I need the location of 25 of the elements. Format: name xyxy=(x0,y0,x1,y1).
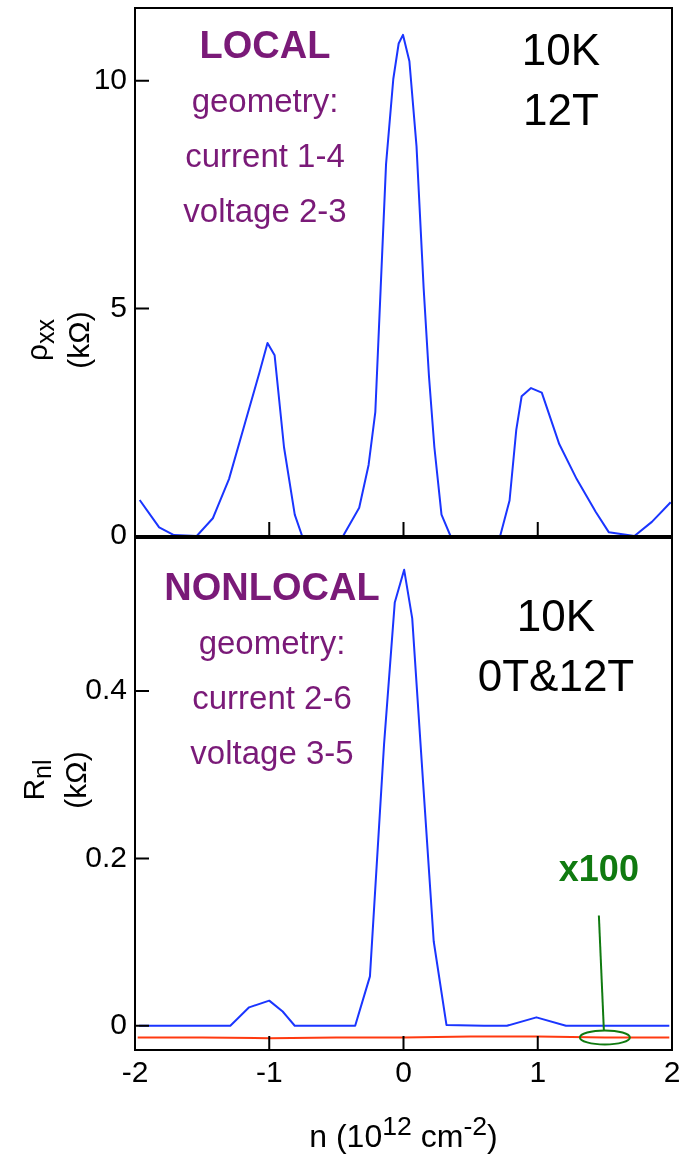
x-axis-title: n (10$^{12}$ cm$^{-2}$) xyxy=(308,1111,499,1155)
annotation: 10K xyxy=(520,24,602,76)
annotation: current 2-6 xyxy=(192,679,352,716)
annotation: current 1-4 xyxy=(184,136,346,176)
annotation: 10K xyxy=(515,590,597,642)
x-tick-label: -2 xyxy=(121,1055,149,1089)
y-tick-label: 0.2 xyxy=(85,839,127,873)
y-tick-label: 10 xyxy=(93,62,127,96)
annotation: x100 xyxy=(558,848,639,890)
x-tick-label: 1 xyxy=(529,1055,547,1089)
annotation: geometry: xyxy=(191,82,339,119)
annotation: NONLOCAL xyxy=(163,565,381,610)
y-tick-label: 0 xyxy=(110,1007,127,1040)
y-tick-label: 0.4 xyxy=(85,672,127,706)
annotation: geometry: xyxy=(197,623,347,663)
annotation: LOCAL xyxy=(199,24,331,66)
y-tick-label: 5 xyxy=(110,289,127,323)
y-tick-label: 0 xyxy=(110,517,127,551)
annotation: voltage 2-3 xyxy=(182,191,348,231)
annotation: voltage 3-5 xyxy=(189,733,355,773)
x-tick-label: 0 xyxy=(395,1055,412,1089)
annotation: 12T xyxy=(522,84,600,136)
x-tick-label: 2 xyxy=(663,1055,681,1089)
x-tick-label: -1 xyxy=(255,1055,283,1089)
annotation: 0T&12T xyxy=(476,650,636,702)
